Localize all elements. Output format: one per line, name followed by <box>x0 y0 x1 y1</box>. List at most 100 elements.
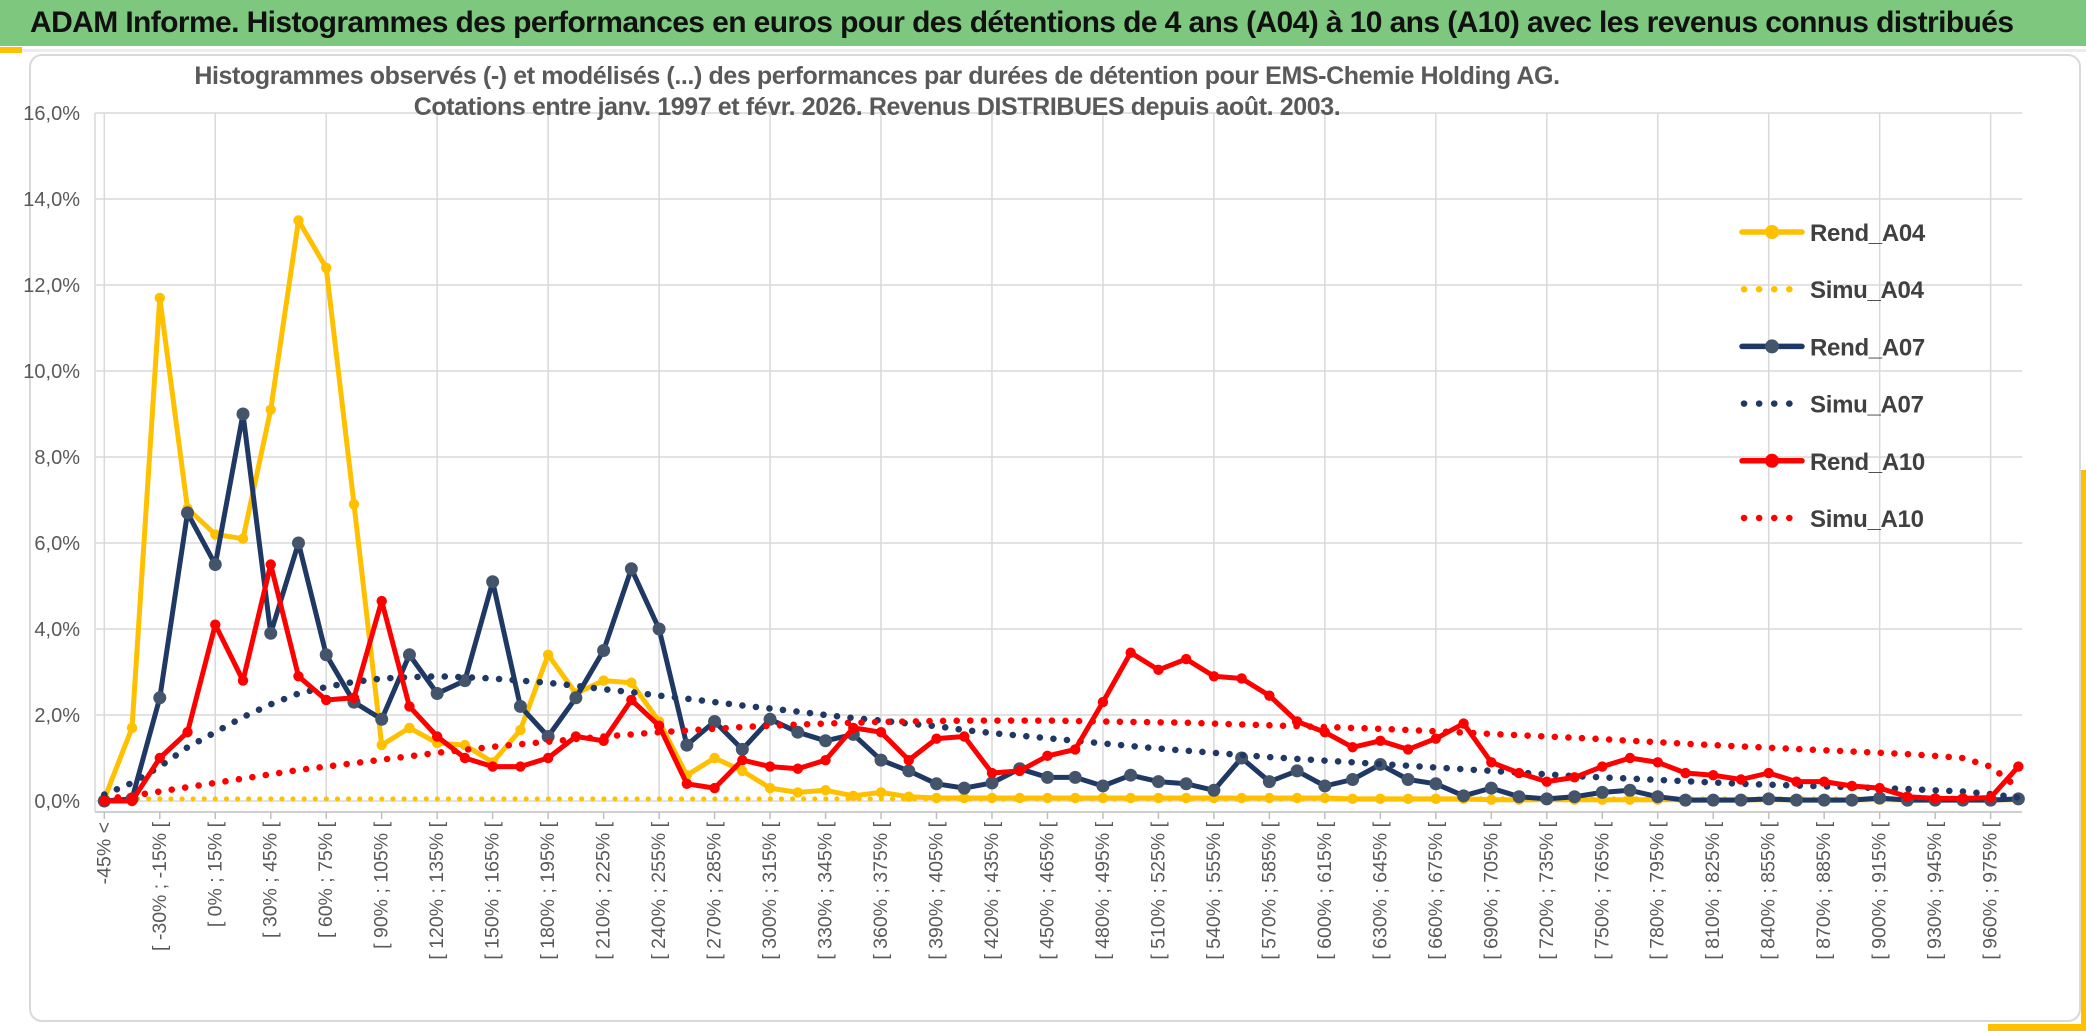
legend-item-Simu_A07[interactable]: Simu_A07 <box>1740 392 1924 419</box>
series-lines <box>97 215 2025 808</box>
marker-Rend_A07 <box>1789 793 1803 807</box>
marker-Rend_A10 <box>376 595 387 607</box>
legend: Rend_A04 Simu_A04 Rend_A07 Simu_A07 Rend_A10… <box>1739 220 1926 533</box>
line-Rend_A07[interactable] <box>101 411 2021 804</box>
marker-Rend_A07 <box>1151 775 1165 789</box>
legend-label: Rend_A04 <box>1810 220 1926 247</box>
marker-Rend_A10 <box>1708 770 1719 781</box>
y-tick-label: 14,0% <box>23 189 80 211</box>
series-Rend_A07[interactable] <box>97 407 2025 808</box>
marker-Rend_A07 <box>430 687 444 700</box>
x-tick-label: [ 300% ; 315% [ <box>759 821 781 959</box>
marker-Rend_A07 <box>569 691 583 705</box>
marker-Rend_A10 <box>1458 718 1469 729</box>
marker-Rend_A10 <box>792 763 803 774</box>
marker-Rend_A07 <box>1346 773 1360 786</box>
marker-Rend_A10 <box>2013 761 2024 772</box>
marker-Rend_A10 <box>1652 757 1663 768</box>
marker-Rend_A10 <box>709 782 720 794</box>
legend-item-Rend_A07[interactable]: Rend_A07 <box>1739 334 1925 361</box>
marker-Rend_A07 <box>236 407 250 421</box>
y-tick-label: 6,0% <box>34 533 80 555</box>
marker-Rend_A10 <box>1402 744 1414 755</box>
gold-accent-bottom-right <box>1988 1024 2086 1031</box>
marker-Rend_A07 <box>291 536 305 550</box>
y-tick-label: 0,0% <box>34 791 80 813</box>
marker-Rend_A10 <box>237 675 249 686</box>
marker-Rend_A10 <box>737 754 748 766</box>
marker-Rend_A07 <box>1040 770 1054 784</box>
marker-Rend_A04 <box>626 677 637 688</box>
marker-Rend_A10 <box>1513 767 1525 779</box>
x-tick-label: [ 30% ; 45% [ <box>260 821 282 938</box>
marker-Rend_A10 <box>431 731 443 742</box>
x-tick-label: [ 600% ; 615% [ <box>1314 821 1336 959</box>
marker-Rend_A07 <box>1096 779 1110 793</box>
marker-Rend_A04 <box>792 787 803 798</box>
marker-Rend_A04 <box>1070 792 1081 804</box>
x-tick-label: [ 330% ; 345% [ <box>815 821 837 959</box>
x-tick-label: [ 420% ; 435% [ <box>981 821 1003 959</box>
x-tick-label: [ 840% ; 855% [ <box>1758 821 1780 959</box>
marker-Rend_A04 <box>598 675 609 686</box>
y-tick-label: 16,0% <box>23 103 80 125</box>
header-divider <box>0 49 2086 52</box>
marker-Rend_A10 <box>265 559 276 570</box>
marker-Rend_A04 <box>1402 793 1414 805</box>
marker-Rend_A07 <box>264 626 278 640</box>
x-tick-label: [ 960% ; 975% [ <box>1980 821 2002 959</box>
legend-item-Rend_A10[interactable]: Rend_A10 <box>1739 449 1925 476</box>
marker-Rend_A10 <box>1597 761 1608 772</box>
marker-Rend_A07 <box>153 691 167 705</box>
chart-title-line1: Histogrammes observés (-) et modélisés (… <box>194 62 1559 90</box>
marker-Rend_A07 <box>1207 783 1221 797</box>
chart-title-line2: Cotations entre janv. 1997 et févr. 2026… <box>414 93 1341 121</box>
marker-Rend_A10 <box>1264 690 1275 701</box>
marker-Rend_A10 <box>1125 647 1136 658</box>
marker-Rend_A07 <box>1568 790 1582 804</box>
marker-Rend_A10 <box>487 761 498 772</box>
marker-Rend_A10 <box>1957 793 1969 804</box>
marker-Rend_A04 <box>820 785 831 796</box>
marker-Rend_A07 <box>208 558 222 571</box>
marker-Rend_A07 <box>1318 779 1332 793</box>
y-tick-label: 2,0% <box>34 705 80 727</box>
marker-Rend_A04 <box>1291 792 1303 804</box>
series-Rend_A10[interactable] <box>99 559 2024 807</box>
legend-item-Rend_A04[interactable]: Rend_A04 <box>1739 220 1926 247</box>
marker-Rend_A10 <box>542 752 554 764</box>
marker-Rend_A10 <box>348 692 360 703</box>
marker-Rend_A10 <box>1097 696 1109 708</box>
x-tick-label: [ 570% ; 585% [ <box>1258 821 1280 959</box>
marker-Rend_A07 <box>624 562 638 576</box>
y-tick-label: 10,0% <box>23 361 80 383</box>
x-tick-label: [ 540% ; 555% [ <box>1203 821 1225 959</box>
marker-Rend_A04 <box>1236 792 1247 804</box>
marker-Rend_A04 <box>404 722 415 734</box>
marker-Rend_A10 <box>764 761 776 772</box>
marker-Rend_A10 <box>1541 776 1552 787</box>
x-tick-label: [ 120% ; 135% [ <box>426 821 448 959</box>
legend-item-Simu_A04[interactable]: Simu_A04 <box>1740 277 1925 304</box>
marker-Rend_A07 <box>1762 792 1776 806</box>
x-tick-label: [ 240% ; 255% [ <box>648 821 670 959</box>
x-tick-label: [ 90% ; 105% [ <box>371 821 393 948</box>
window-title: ADAM Informe. Histogrammes des performan… <box>30 6 2014 39</box>
marker-Rend_A07 <box>1623 783 1637 797</box>
x-tick-label: [ 480% ; 495% [ <box>1092 821 1114 959</box>
marker-Rend_A07 <box>181 506 195 520</box>
marker-Rend_A07 <box>1401 773 1415 786</box>
marker-Rend_A07 <box>652 622 666 636</box>
title-bar: ADAM Informe. Histogrammes des performan… <box>0 0 2086 46</box>
marker-Rend_A07 <box>1817 793 1831 807</box>
y-tick-label: 12,0% <box>23 275 80 297</box>
x-tick-label: [ 690% ; 705% [ <box>1480 821 1502 959</box>
line-Rend_A10[interactable] <box>101 562 2021 804</box>
marker-Rend_A04 <box>959 792 970 804</box>
marker-Rend_A07 <box>957 781 971 795</box>
marker-Rend_A07 <box>763 712 777 726</box>
x-tick-label: [ 0% ; 15% [ <box>204 821 226 927</box>
legend-item-Simu_A10[interactable]: Simu_A10 <box>1740 506 1924 533</box>
marker-Rend_A07 <box>708 714 722 728</box>
marker-Rend_A04 <box>1125 792 1136 804</box>
